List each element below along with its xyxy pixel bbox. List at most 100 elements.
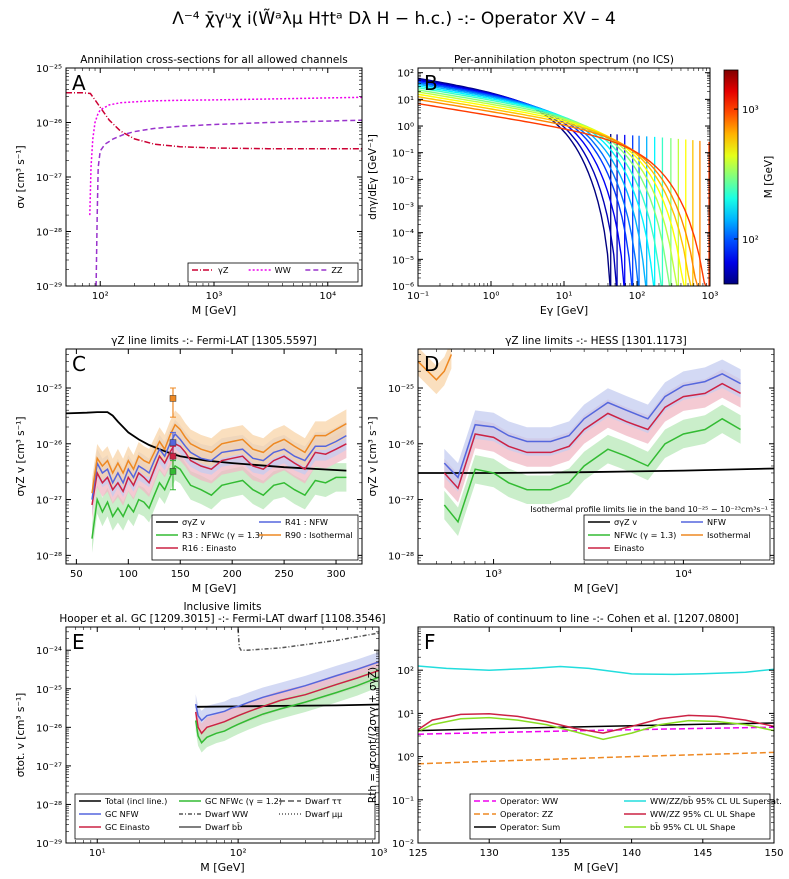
y-tick-label: 10⁻²: [392, 839, 414, 850]
legend: Operator: WW Operator: ZZ Operator: Sum WW/…: [469, 793, 782, 840]
x-axis-label: Eγ [GeV]: [540, 304, 588, 317]
y-tick-label: 10⁻²⁵: [36, 384, 62, 395]
y-tick-label: 10⁻²⁶: [36, 723, 62, 734]
legend-entry: Total (incl line.): [104, 796, 167, 806]
x-tick-label: 200: [223, 569, 242, 580]
uncertainty-band: [418, 349, 452, 395]
panel-letter: D: [424, 352, 439, 376]
x-tick-label: 250: [275, 569, 294, 580]
y-tick-label: 10⁻⁶: [392, 282, 414, 293]
x-tick-label: 130: [480, 848, 499, 859]
y-tick-label: 10¹: [397, 95, 414, 106]
legend-entry: WW: [275, 265, 291, 275]
y-tick-label: 10²: [397, 666, 414, 677]
y-tick-label: 10⁻²⁶: [36, 119, 62, 130]
series-line: [418, 751, 774, 765]
series-line: [418, 716, 774, 741]
legend: Total (incl line.) GC NFW GC Einasto GC NFW…: [74, 793, 376, 840]
legend-entry: Dwarf WW: [205, 809, 248, 819]
y-tick-label: 10⁻²⁷: [36, 173, 62, 184]
x-tick-label: 10⁰: [483, 291, 500, 302]
legend-entry: R90 : Isothermal: [285, 530, 353, 540]
legend-entry: Einasto: [614, 543, 644, 553]
panel-D: 10³ 10⁴ 10⁻²⁸ 10⁻²⁷ 10⁻²⁶ 10⁻²⁵ γZ line limits…: [367, 335, 775, 595]
uncertainty-band: [444, 359, 741, 492]
series-line: [91, 432, 347, 500]
data-point: [169, 439, 177, 446]
x-tick-label: 145: [693, 848, 712, 859]
colorbar: [723, 69, 739, 285]
panel-title: Per-annihilation photon spectrum (no ICS…: [454, 54, 674, 66]
y-tick-label: 10⁻²⁵: [36, 685, 62, 696]
legend-entry: R3 : NFWc (γ = 1.3): [182, 530, 263, 540]
series-line: [195, 703, 379, 708]
legend-entry: σγZ v: [182, 517, 205, 527]
legend-entry: NFWc (γ = 1.3): [614, 530, 676, 540]
series-line: [66, 411, 347, 472]
series-layer: [418, 665, 774, 765]
plot-frame: [65, 67, 363, 287]
x-tick-label: 10³: [702, 291, 719, 302]
x-tick-label: 10¹: [556, 291, 573, 302]
spectra-layer: [418, 77, 710, 286]
legend-entry: Operator: WW: [500, 796, 558, 806]
y-tick-label: 10⁻²⁹: [36, 839, 62, 850]
series-line: [89, 96, 362, 216]
panel-C: 50 100 150 200 250 300 10⁻²⁸ 10⁻²⁷ 10⁻²⁶ 10⁻²⁵ γZ …: [15, 335, 363, 595]
y-tick-label: 10⁻²⁵: [36, 64, 62, 75]
y-tick-label: 10⁻⁵: [392, 255, 414, 266]
x-tick-label: 10²: [92, 291, 109, 302]
legend-box: [469, 793, 771, 840]
legend-entry: Isothermal: [707, 530, 751, 540]
legend-box: [151, 514, 359, 561]
legend-box: [74, 793, 376, 840]
y-axis-label: σγZ v [cm³ s⁻¹]: [367, 417, 379, 497]
series-line: [418, 726, 774, 735]
legend-entry: GC NFWc (γ = 1.2): [205, 796, 282, 806]
colorbar-label: M [GeV]: [763, 156, 775, 198]
series-line: [443, 417, 741, 524]
spectrum-line: [418, 91, 678, 286]
y-tick-label: 10⁻²⁶: [388, 440, 414, 451]
series-line: [418, 467, 774, 474]
x-tick-label: 300: [326, 569, 345, 580]
panel-title: Ratio of continuum to line -:- Cohen et …: [453, 613, 739, 625]
legend-entry: R16 : Einasto: [182, 543, 236, 553]
data-point: [169, 452, 177, 460]
panel-E: 10¹ 10² 10³ 10⁻²⁹ 10⁻²⁸ 10⁻²⁷ 10⁻²⁶ 10⁻²⁵ 10⁻²⁴ H…: [15, 601, 387, 874]
data-point: [169, 395, 177, 402]
panel-A: 10² 10³ 10⁴ 10⁻²⁹ 10⁻²⁸ 10⁻²⁷ 10⁻²⁶ 10⁻²⁵ Annihi…: [15, 54, 363, 317]
spectrum-line: [418, 81, 633, 286]
legend: σγZ v NFWc (γ = 1.3) Einasto NFW Isothermal: [583, 514, 771, 561]
legend-entry: Dwarf μμ: [305, 809, 343, 819]
legend-entry: WW/ZZ 95% CL UL Shape: [650, 809, 755, 819]
panel-B: 10⁻¹ 10⁰ 10¹ 10² 10³ 10⁻⁶ 10⁻⁵ 10⁻⁴ 10⁻³ 10⁻² 10⁻¹…: [367, 54, 775, 317]
y-tick-label: 10⁻¹: [392, 149, 414, 160]
legend-entry: R41 : NFW: [285, 517, 328, 527]
panel-title: γZ line limits -:- HESS [1301.1173]: [505, 335, 687, 347]
spectrum-line: [418, 102, 707, 286]
x-tick-label: 140: [622, 848, 641, 859]
y-tick-label: 10⁻²⁷: [388, 496, 414, 507]
y-tick-label: 10⁻³: [392, 202, 414, 213]
legend-box: [187, 262, 359, 283]
legend-entry: Dwarf ττ: [305, 796, 342, 806]
x-axis-label: M [GeV]: [200, 861, 244, 874]
series-line: [91, 464, 347, 539]
uncertainty-band: [92, 451, 347, 553]
legend: σγZ v R3 : NFWc (γ = 1.3) R16 : Einasto R41…: [151, 514, 359, 561]
y-tick-label: 10¹: [397, 709, 414, 720]
y-tick-label: 10²: [397, 69, 414, 80]
y-axis-label: σtot. v [cm³ s⁻¹]: [15, 693, 27, 778]
y-tick-label: 10⁻²⁸: [36, 800, 62, 811]
x-tick-label: 10⁴: [319, 291, 336, 302]
y-tick-label: 10⁻⁴: [392, 229, 414, 240]
series-line: [66, 92, 362, 150]
x-tick-label: 10³: [206, 291, 223, 302]
panel-letter: C: [72, 352, 86, 376]
x-tick-label: 10⁻¹: [407, 291, 429, 302]
legend-entry: ZZ: [331, 265, 343, 275]
y-tick-label: 10⁻²⁸: [36, 551, 62, 562]
panel-title: Hooper et al. GC [1209.3015] -:- Fermi-L…: [59, 613, 385, 625]
